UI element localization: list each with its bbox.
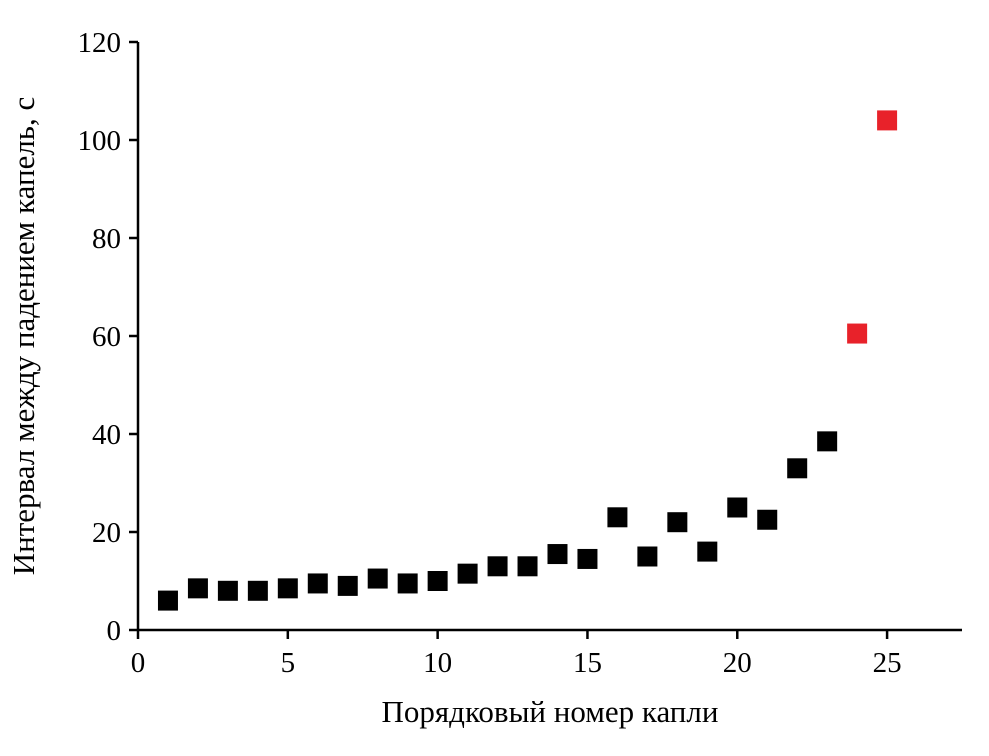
x-tick-label: 10 [423,647,452,679]
data-point-regular-drops [487,556,508,577]
y-tick-label: 0 [107,615,122,647]
data-point-regular-drops [247,580,268,601]
x-tick-label: 0 [131,647,146,679]
y-tick-label: 120 [78,27,122,59]
data-point-regular-drops [397,573,418,594]
x-tick-label: 20 [723,647,752,679]
x-tick-label: 15 [573,647,602,679]
data-point-regular-drops [157,590,178,611]
data-point-regular-drops [457,563,478,584]
y-axis-title: Интервал между падением капель, с [6,97,41,575]
x-tick-label: 25 [873,647,902,679]
data-point-regular-drops [277,578,298,599]
data-point-regular-drops [187,578,208,599]
data-point-regular-drops [547,544,568,565]
data-point-regular-drops [307,573,328,594]
data-point-regular-drops [217,580,238,601]
data-point-regular-drops [787,458,808,479]
y-tick-label: 40 [92,419,121,451]
axes-group: 0 5 10 15 20 25 0 20 40 60 80 100 120 [78,27,962,679]
data-point-regular-drops [427,571,448,591]
y-tick-label: 20 [92,517,121,549]
y-tick-label: 100 [78,125,122,157]
y-tick-label: 80 [92,223,121,255]
x-tick-label: 5 [281,647,296,679]
y-tick-label: 60 [92,321,121,353]
points-group [157,110,898,611]
data-point-outlier-drops [847,323,868,344]
data-point-regular-drops [607,507,628,528]
data-point-regular-drops [637,546,658,567]
data-point-regular-drops [757,509,778,530]
data-point-regular-drops [727,497,748,518]
data-point-regular-drops [337,575,358,596]
data-point-regular-drops [817,431,838,452]
data-point-regular-drops [667,512,688,533]
data-point-outlier-drops [877,110,898,131]
data-point-regular-drops [367,568,388,589]
data-point-regular-drops [517,556,538,577]
x-axis-title: Порядковый номер капли [382,694,719,729]
data-point-regular-drops [697,541,718,562]
data-point-regular-drops [577,548,598,569]
